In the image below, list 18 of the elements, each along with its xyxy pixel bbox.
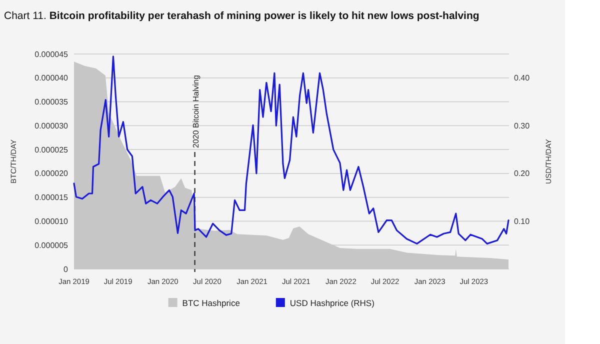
ref-line-label: 2020 Bitcoin Halving [191,75,200,148]
y2-tick-label: 0.30 [514,121,530,130]
y-tick-label: 0.000005 [34,240,69,250]
legend-label: BTC Hashprice [182,298,240,308]
y-tick-label: 0.000025 [34,145,69,154]
y-tick-label: 0 [64,264,69,274]
y-tick-label: 0.000015 [34,193,69,202]
legend-label: USD Hashprice (RHS) [290,298,375,308]
y-tick-label: 0.000020 [34,169,69,178]
y2-tick-label: 0.20 [514,169,530,178]
chart-title: Chart 11. Bitcoin profitability per terahash of mining power is likely to hit new lows post-halving [4,10,480,22]
y-tick-label: 0.000010 [34,217,69,226]
y-tick-label: 0.000045 [34,50,69,59]
y-tick-label: 0.000030 [34,121,69,130]
y2-tick-label: 0.40 [514,74,530,83]
y2-tick-label: 0.10 [514,217,530,226]
y-tick-label: 0.000040 [34,74,69,83]
y-tick-label: 0.000035 [34,98,69,107]
